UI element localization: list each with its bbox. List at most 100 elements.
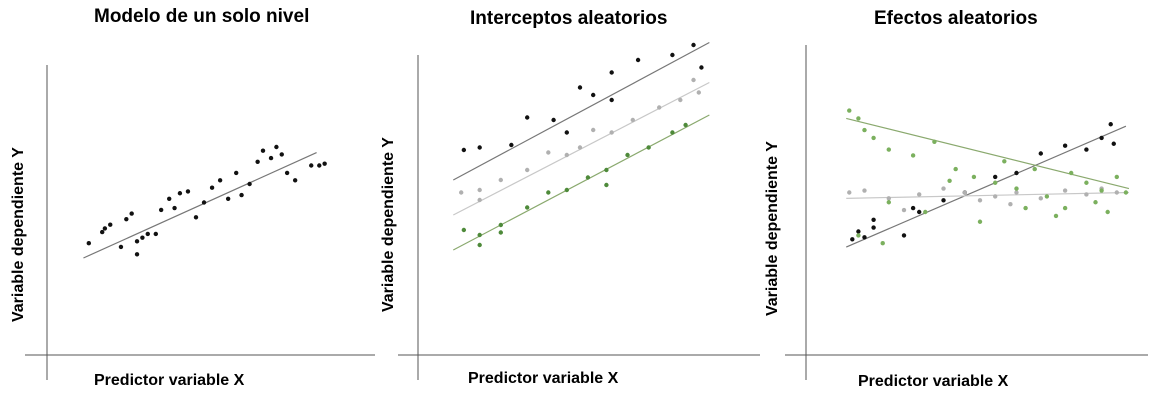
panel-1-point	[225, 196, 231, 201]
panel-2-point	[546, 190, 551, 195]
panel-3-point	[1099, 188, 1104, 193]
panel-3-point	[1084, 147, 1089, 152]
panel-2-trend-line-3	[453, 114, 710, 251]
panel-3-point	[1008, 202, 1013, 207]
panel-3-point	[962, 190, 967, 195]
panel-3-point	[1108, 122, 1113, 127]
panel-2-point	[609, 130, 614, 135]
panel-3-point	[1114, 190, 1120, 195]
panel-3-point	[850, 237, 855, 242]
panel-1-point	[255, 159, 260, 164]
panel-3-point	[947, 178, 952, 183]
panel-1-point	[292, 178, 298, 183]
panel-2-point	[509, 142, 514, 148]
panel-1-point	[209, 185, 215, 190]
panel-2-point	[477, 232, 482, 238]
panel-2-point	[657, 105, 662, 110]
panel-2-point	[670, 52, 675, 58]
panel-3-point	[1084, 192, 1089, 197]
panel-3-point	[1053, 213, 1059, 219]
panel-1-point	[185, 189, 191, 194]
panel-2-point	[459, 190, 464, 195]
panel-3-point	[1038, 151, 1044, 156]
panel-3-point	[1062, 143, 1068, 148]
panel-3-point	[1014, 190, 1019, 195]
panel-3-point	[1069, 170, 1074, 176]
panel-2-point	[604, 182, 609, 188]
panel-3-point	[901, 207, 907, 213]
panel-2-point	[477, 242, 482, 248]
panel-1-point	[201, 200, 207, 205]
panel-1-point	[86, 241, 92, 246]
panel-2-point	[625, 152, 630, 158]
panel-1-point	[284, 170, 290, 176]
panel-1-point	[268, 155, 274, 161]
panel-1-point	[124, 216, 129, 222]
panel-1-point	[129, 211, 134, 216]
panel-2-point	[670, 130, 675, 135]
panel-2-point	[461, 147, 467, 153]
panel-3-point	[1062, 188, 1068, 193]
panel-3-point	[1123, 190, 1129, 195]
panel-3-point	[1093, 200, 1098, 205]
panel-2-point	[477, 145, 482, 150]
panel-1-point	[118, 244, 124, 250]
panel-2-point	[696, 90, 701, 95]
panel-2-point	[699, 65, 704, 70]
panel-1-point	[140, 235, 145, 240]
panel-2-point	[525, 205, 530, 210]
panel-3-xlabel: Predictor variable X	[858, 373, 1009, 390]
panel-2-point	[691, 42, 696, 48]
panel-1-point	[158, 207, 164, 213]
panel-1-point	[108, 222, 113, 227]
panel-2-point	[577, 85, 583, 90]
panel-2-point	[546, 150, 551, 155]
panel-2-point	[525, 167, 530, 173]
panel-3-point	[1114, 174, 1120, 180]
panel-3-point	[1038, 196, 1044, 201]
panel-2-point	[585, 175, 591, 180]
panel-2-point	[498, 222, 503, 228]
panel-2-point	[630, 117, 635, 123]
panel-1-point	[134, 252, 140, 257]
panel-3-point	[847, 190, 852, 195]
panel-1-point	[153, 231, 158, 237]
panel-2-point	[691, 77, 696, 83]
panel-3-point	[1084, 180, 1089, 185]
panel-2-point	[609, 97, 614, 103]
panel-1-xlabel: Predictor variable X	[94, 372, 245, 389]
panel-2-title: Interceptos aleatorios	[470, 8, 668, 29]
panel-3-point	[977, 198, 983, 203]
panel-2-point	[678, 97, 683, 103]
panel-1-point	[239, 192, 244, 198]
panel-3-title: Efectos aleatorios	[874, 8, 1038, 29]
panel-3-point	[871, 135, 876, 141]
panel-3-trend-line-1	[846, 125, 1127, 248]
panel-3-point	[886, 196, 891, 201]
panel-3-point	[886, 147, 891, 152]
panel-1-point	[193, 215, 199, 220]
panel-2-point	[477, 187, 482, 193]
panel-3-point	[1099, 135, 1104, 141]
panel-3-point	[993, 194, 998, 199]
panel-2-point	[551, 117, 556, 123]
panel-3-point	[1032, 166, 1037, 172]
panel-2-point	[498, 230, 503, 235]
panel-2-point	[477, 197, 482, 203]
panel-2-point	[564, 187, 569, 193]
panel-1-point	[317, 163, 322, 168]
panel-1-point	[177, 191, 183, 196]
panel-3-point	[932, 139, 937, 144]
panel-2-point	[646, 145, 651, 150]
panel-3-point	[1111, 141, 1116, 146]
panel-2-xlabel: Predictor variable X	[468, 370, 619, 387]
panel-3-point	[941, 198, 946, 203]
panel-3-point	[886, 200, 891, 205]
panel-1-trend-line-1	[83, 152, 317, 259]
panel-1-ylabel: Variable dependiente Y	[10, 147, 27, 322]
panel-3-point	[1014, 186, 1019, 191]
panel-3-point	[856, 116, 861, 121]
panel-1-point	[274, 144, 279, 150]
panel-3-point	[1044, 194, 1050, 199]
